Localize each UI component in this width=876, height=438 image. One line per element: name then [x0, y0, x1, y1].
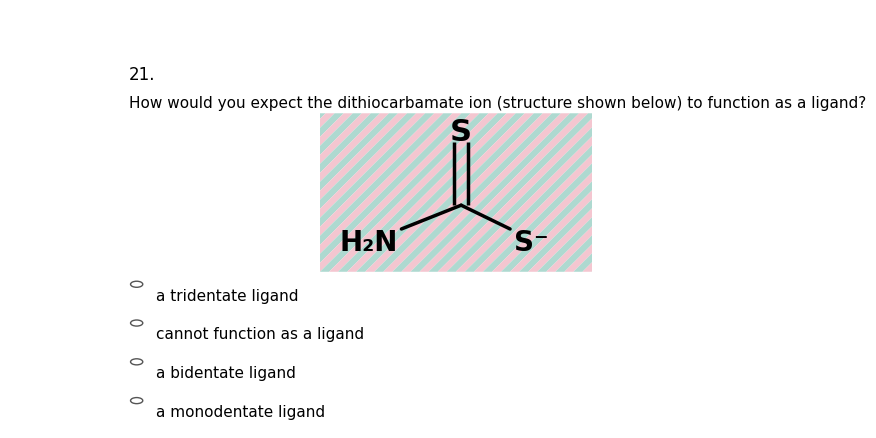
Text: a monodentate ligand: a monodentate ligand: [156, 405, 325, 420]
Text: a tridentate ligand: a tridentate ligand: [156, 289, 298, 304]
Text: 21.: 21.: [129, 66, 155, 84]
Text: cannot function as a ligand: cannot function as a ligand: [156, 328, 364, 343]
Text: a bidentate ligand: a bidentate ligand: [156, 366, 295, 381]
Text: How would you expect the dithiocarbamate ion (structure shown below) to function: How would you expect the dithiocarbamate…: [129, 96, 865, 111]
